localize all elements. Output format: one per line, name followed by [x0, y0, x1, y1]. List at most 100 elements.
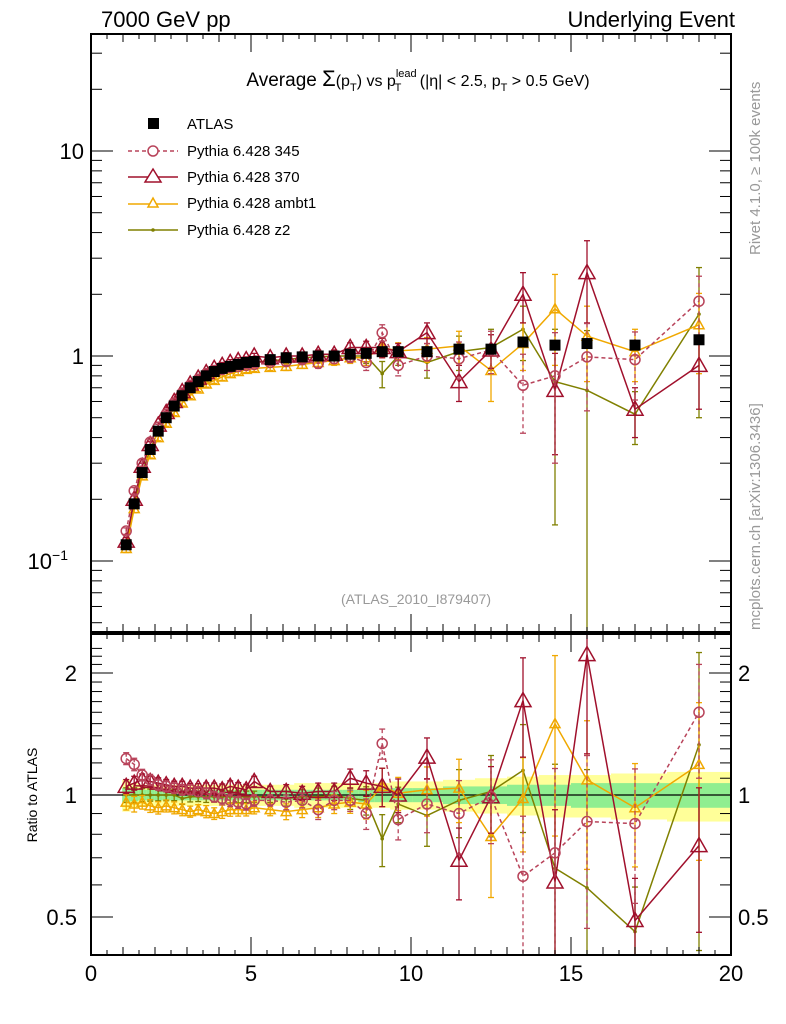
data-point [120, 525, 132, 537]
ratio-point [380, 836, 385, 841]
atlas-data-point [120, 539, 132, 551]
data-point [549, 370, 561, 382]
ratio-point [263, 803, 277, 815]
ratio-point [264, 794, 276, 807]
ratio-point [176, 784, 188, 796]
x-tick-label: 5 [245, 961, 257, 986]
ratio-point [232, 796, 244, 808]
ratio-point [693, 706, 705, 719]
ratio-point [692, 757, 706, 770]
atlas-data-point [184, 382, 196, 394]
legend-label: ATLAS [187, 116, 233, 133]
legend-marker-square [148, 118, 159, 129]
atlas-data-point [453, 343, 465, 355]
ratio-point [124, 773, 144, 790]
series-line-1 [125, 300, 700, 532]
ratio-point [215, 805, 229, 817]
legend: ATLAS Pythia 6.428 345 Pythia 6.428 370 … [128, 116, 316, 239]
ratio-point [328, 794, 340, 807]
ratio-point [160, 780, 172, 793]
ratio-point [360, 807, 372, 820]
ratio-point [292, 783, 312, 800]
ratio-series-layer [116, 633, 709, 956]
atlas-data-point [581, 338, 593, 350]
ratio-point [417, 747, 437, 764]
main-axes: 10 1 10−1 [28, 33, 732, 633]
ratio-point [168, 782, 180, 794]
ratio-point [295, 803, 309, 815]
ratio-y-tick-label-right: 1 [738, 783, 750, 808]
atlas-data-point [296, 351, 308, 363]
x-tick-label: 15 [559, 961, 583, 986]
atlas-data-point [549, 339, 561, 351]
ratio-y-tick-label-left: 1 [65, 783, 77, 808]
ratio-point [175, 803, 189, 815]
ratio-point [392, 813, 404, 826]
legend-marker-circle [147, 145, 159, 157]
ratio-point [143, 799, 157, 811]
atlas-data-point [192, 376, 204, 388]
ratio-y-tick-label-right: 0.5 [738, 905, 769, 930]
ratio-point [376, 737, 388, 750]
atlas-data-point [360, 347, 372, 359]
atlas-data-point [144, 443, 156, 455]
ratio-point [223, 803, 237, 815]
ratio-y-tick-label-right: 2 [738, 661, 750, 686]
legend-item-370: Pythia 6.428 370 [128, 167, 300, 186]
ratio-point [224, 794, 236, 807]
legend-item-ambt1: Pythia 6.428 ambt1 [128, 195, 316, 212]
ratio-point [128, 758, 140, 771]
header-left-label: 7000 GeV pp [101, 7, 231, 32]
ratio-point [184, 784, 196, 796]
ratio-point [208, 791, 220, 803]
ratio-point [127, 797, 141, 809]
series-line-2 [125, 270, 700, 542]
rivet-version-label: Rivet 4.1.0, ≥ 100k events [747, 82, 764, 255]
ratio-point [452, 781, 466, 793]
ratio-point [159, 799, 173, 811]
y-tick-label: 10−1 [28, 547, 69, 574]
data-point [417, 323, 437, 340]
ratio-point [449, 850, 469, 868]
data-point [629, 353, 641, 366]
ratio-point [311, 801, 325, 813]
ratio-point [280, 796, 292, 808]
atlas-data-point [344, 348, 356, 360]
ratio-point [453, 807, 465, 820]
atlas-data-point [392, 346, 404, 358]
ratio-point [164, 793, 168, 797]
ratio-point [116, 776, 136, 794]
atlas-data-point [280, 352, 292, 364]
ratio-point [296, 794, 308, 807]
legend-label: Pythia 6.428 345 [187, 143, 300, 160]
ratio-axes: 0 5 10 15 20 2 2 1 1 0.5 0.5 [46, 633, 769, 986]
data-point [548, 302, 562, 314]
ratio-point [372, 776, 392, 794]
atlas-data-point [208, 366, 220, 378]
atlas-data-point [168, 400, 180, 412]
ratio-point [585, 886, 589, 890]
ratio-point [517, 870, 529, 883]
legend-label: Pythia 6.428 ambt1 [187, 195, 316, 212]
legend-marker-small-triangle [146, 196, 160, 208]
atlas-data-point [421, 346, 433, 358]
y-tick-label: 10 [60, 139, 84, 164]
ratio-point [516, 792, 530, 804]
ratio-point [151, 801, 165, 813]
data-point [581, 351, 593, 363]
atlas-data-point [629, 339, 641, 351]
ratio-point [485, 791, 497, 803]
atlas-data-point [128, 498, 140, 510]
data-point [449, 372, 469, 389]
ratio-point [513, 691, 533, 708]
atlas-data-point [232, 358, 244, 370]
atlas-data-point [152, 425, 164, 437]
ratio-point [344, 794, 356, 807]
data-point [517, 379, 529, 391]
data-point [625, 399, 645, 416]
ratio-point [248, 794, 260, 807]
ratio-point [549, 847, 561, 859]
ratio-point [279, 805, 293, 817]
atlas-data-point [216, 362, 228, 374]
